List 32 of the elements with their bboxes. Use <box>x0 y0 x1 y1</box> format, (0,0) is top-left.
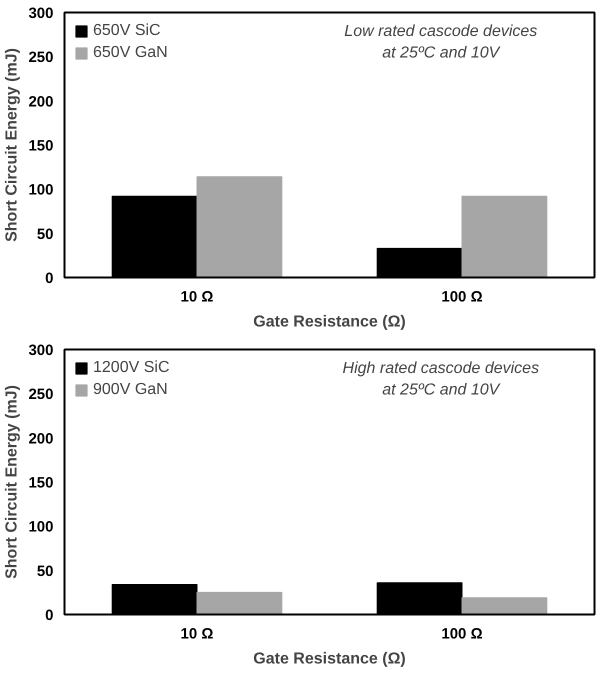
y-tick-label: 250 <box>28 49 54 66</box>
bar <box>462 597 548 614</box>
legend-label: 650V SiC <box>93 22 161 40</box>
y-tick-label: 50 <box>36 562 54 580</box>
legend-label: 1200V SiC <box>93 359 170 377</box>
y-tick-label: 200 <box>28 93 54 110</box>
annotation: Low rated cascode devices at 25ºC and 10V <box>344 23 538 62</box>
y-tick-label: 0 <box>45 607 54 624</box>
annotation: High rated cascode devices at 25ºC and 10V <box>342 360 540 398</box>
y-tick-label: 150 <box>28 474 54 492</box>
x-axis-title: Gate Resistance (Ω) <box>253 314 406 330</box>
y-tick-label: 300 <box>28 5 54 22</box>
legend-label: 900V GaN <box>93 381 168 399</box>
x-tick-label: 100 Ω <box>441 288 483 306</box>
y-tick-label: 100 <box>28 518 54 536</box>
y-tick-label: 200 <box>28 430 54 448</box>
x-axis-title: Gate Resistance (Ω) <box>253 650 406 668</box>
bar <box>462 196 548 278</box>
y-tick-label: 100 <box>28 182 54 199</box>
x-tick-label: 100 Ω <box>441 626 483 642</box>
x-tick-label: 10 Ω <box>180 288 214 306</box>
y-tick-label: 250 <box>28 386 54 404</box>
y-tick-label: 0 <box>45 270 54 287</box>
bar <box>196 176 282 278</box>
bar <box>196 592 282 614</box>
x-tick-label: 10 Ω <box>180 626 214 642</box>
y-axis-title: Short Circuit Energy (mJ) <box>3 48 20 242</box>
y-tick-label: 50 <box>36 226 54 243</box>
legend-label: 650V GaN <box>93 44 168 62</box>
y-axis-title: Short Circuit Energy (mJ) <box>3 385 20 579</box>
y-tick-label: 300 <box>28 342 54 359</box>
y-tick-label: 150 <box>28 138 54 154</box>
